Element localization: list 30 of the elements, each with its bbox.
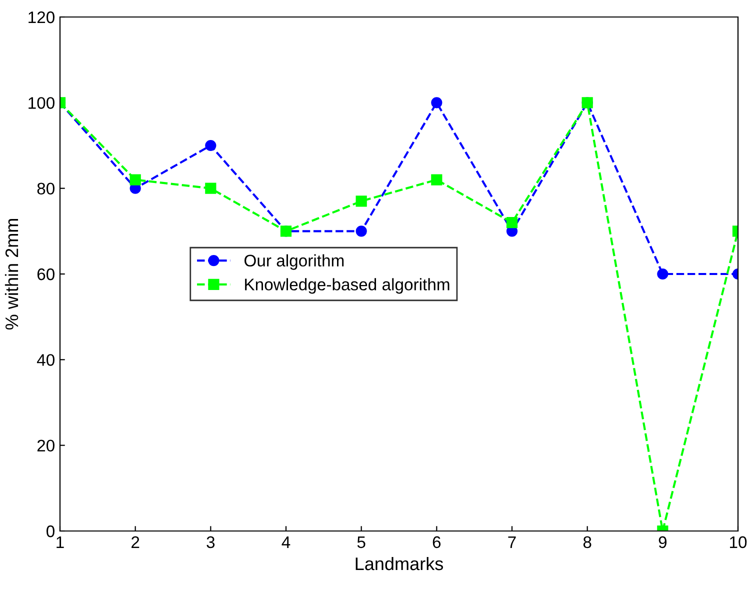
y-tick-label: 100 <box>28 97 54 109</box>
x-tick-label: 1 <box>56 536 64 548</box>
x-tick-label: 3 <box>206 536 215 548</box>
x-tick-label: 4 <box>282 536 290 548</box>
x-tick-label: 10 <box>730 536 747 548</box>
point <box>506 217 518 228</box>
x-tick-label: 9 <box>658 536 667 548</box>
point <box>205 140 216 152</box>
y-tick-label: 80 <box>37 182 54 195</box>
legend-label: Our algorithm <box>244 254 344 270</box>
y-tick-label: 120 <box>28 11 54 24</box>
x-tick-label: 8 <box>583 536 592 548</box>
legend-label: Knowledge-based algorithm <box>245 278 450 294</box>
point <box>431 97 442 108</box>
point <box>657 268 668 280</box>
x-tick-label: 7 <box>508 536 516 548</box>
point <box>205 182 216 194</box>
point <box>130 174 141 186</box>
y-axis-title: % within 2mm <box>4 219 18 330</box>
y-tick-label: 40 <box>36 354 54 366</box>
y-tick-label: 0 <box>46 525 54 538</box>
y-tick-label: 60 <box>37 268 54 280</box>
y-tick-label: 20 <box>37 440 54 452</box>
point <box>356 226 367 237</box>
point <box>431 174 442 186</box>
x-axis-title: Landmarks <box>356 556 444 570</box>
x-tick-label: 6 <box>432 536 441 548</box>
point <box>356 196 367 207</box>
x-tick-label: 5 <box>357 536 366 548</box>
x-tick-label: 2 <box>132 536 140 548</box>
